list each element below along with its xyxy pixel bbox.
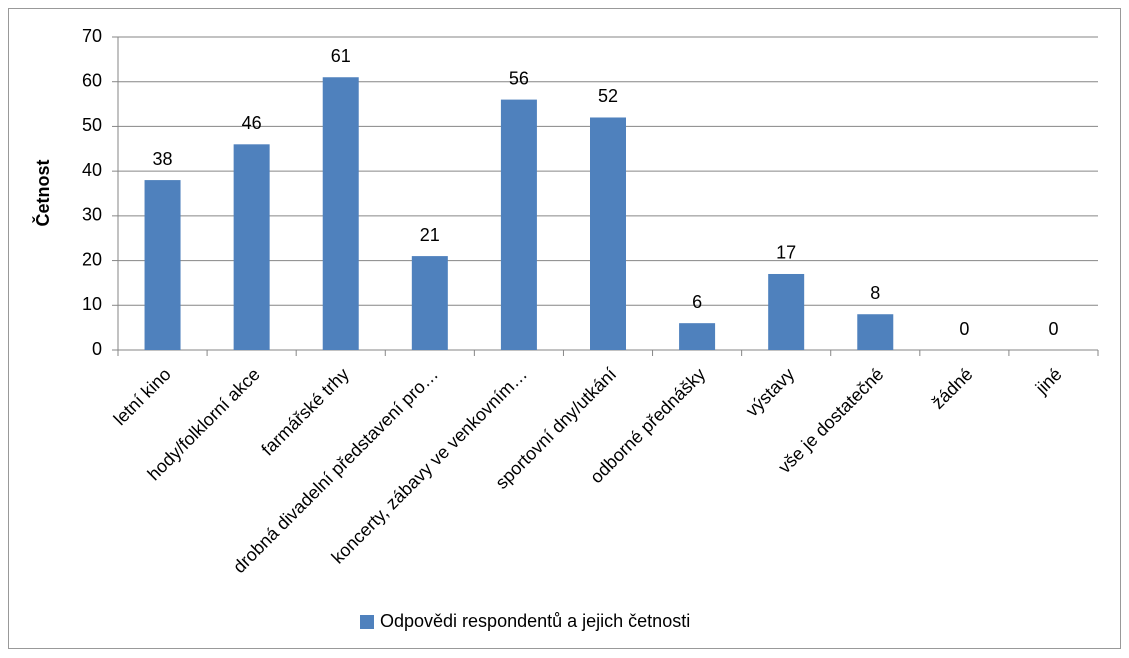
y-tick-label: 40 bbox=[82, 160, 102, 180]
bar bbox=[857, 314, 894, 350]
legend-swatch bbox=[360, 615, 374, 629]
bar bbox=[233, 144, 270, 350]
data-label: 61 bbox=[331, 46, 351, 66]
data-label: 21 bbox=[420, 225, 440, 245]
legend-label: Odpovědi respondentů a jejich četnosti bbox=[380, 611, 690, 631]
y-tick-label: 0 bbox=[92, 339, 102, 359]
data-label: 0 bbox=[959, 319, 969, 339]
bar bbox=[768, 273, 805, 350]
data-label: 17 bbox=[776, 243, 796, 263]
bar bbox=[500, 99, 537, 350]
y-tick-label: 20 bbox=[82, 249, 102, 269]
data-label: 8 bbox=[870, 283, 880, 303]
data-label: 6 bbox=[692, 292, 702, 312]
bar bbox=[144, 180, 181, 350]
bar bbox=[590, 117, 626, 350]
data-label: 52 bbox=[598, 86, 618, 106]
chart-frame bbox=[8, 8, 1121, 649]
bar bbox=[322, 77, 359, 350]
data-label: 46 bbox=[242, 113, 262, 133]
data-label: 0 bbox=[1048, 319, 1058, 339]
data-label: 56 bbox=[509, 68, 529, 88]
y-tick-label: 10 bbox=[82, 294, 102, 314]
y-tick-label: 50 bbox=[82, 115, 102, 135]
data-label: 38 bbox=[153, 149, 173, 169]
y-tick-label: 30 bbox=[82, 205, 102, 225]
bar bbox=[679, 323, 716, 350]
y-tick-label: 70 bbox=[82, 26, 102, 46]
y-axis-label: Četnost bbox=[32, 159, 53, 226]
y-tick-label: 60 bbox=[82, 70, 102, 90]
bar bbox=[411, 256, 448, 350]
